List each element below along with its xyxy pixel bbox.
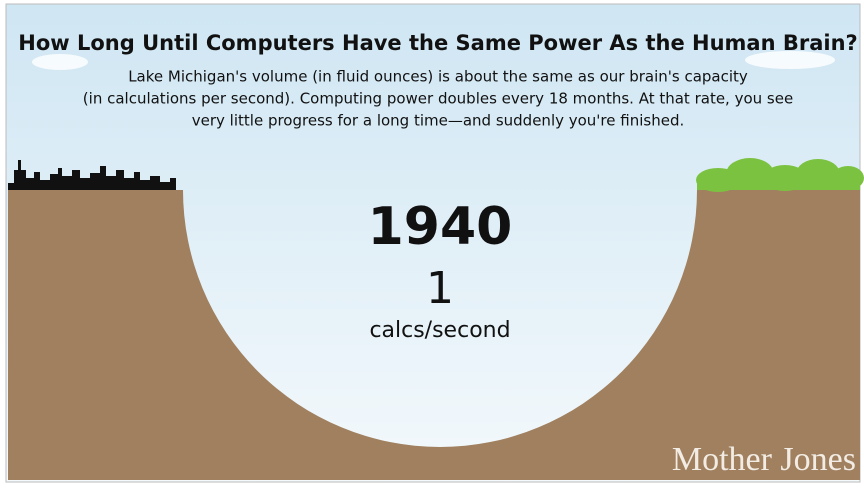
description-line: Lake Michigan's volume (in fluid ounces)… — [128, 68, 748, 86]
description-line: (in calculations per second). Computing … — [83, 90, 793, 108]
brand-logo: Mother Jones — [672, 441, 856, 478]
description-line: very little progress for a long time—and… — [192, 112, 684, 130]
value: 1 — [426, 263, 454, 314]
infographic: How Long Until Computers Have the Same P… — [0, 0, 864, 488]
unit: calcs/second — [369, 318, 510, 343]
year: 1940 — [368, 197, 513, 257]
title: How Long Until Computers Have the Same P… — [18, 31, 857, 55]
cloud — [32, 54, 88, 70]
